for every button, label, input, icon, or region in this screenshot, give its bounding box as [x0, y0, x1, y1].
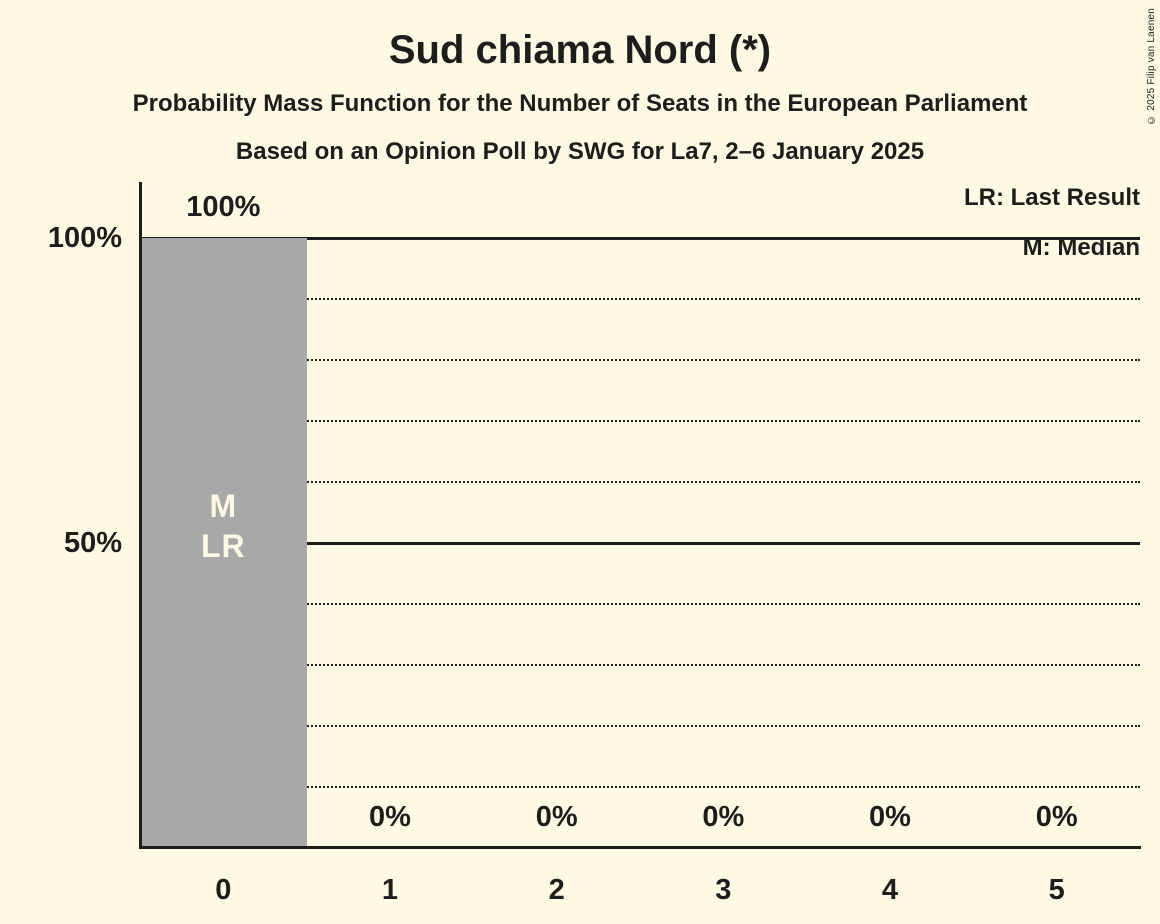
gridline-30pct: [140, 664, 1140, 666]
bar-annotation-median-lastresult: M LR: [140, 486, 307, 566]
chart-title: Sud chiama Nord (*): [388, 28, 772, 72]
value-label-seats-5: 0%: [1035, 801, 1078, 833]
value-label-seats-0: 100%: [186, 191, 261, 223]
value-label-seats-4: 0%: [869, 801, 911, 833]
bar-annotation-line-m: M: [209, 488, 238, 524]
gridline-50pct: [140, 541, 1140, 545]
x-tick-seats-2: 2: [548, 874, 565, 906]
x-tick-seats-4: 4: [881, 874, 899, 906]
gridline-60pct: [140, 481, 1140, 483]
x-axis-line: [139, 846, 1141, 849]
gridline-80pct: [140, 359, 1140, 361]
y-tick-100pct: 100%: [47, 222, 122, 254]
gridline-70pct: [140, 420, 1140, 422]
x-tick-seats-3: 3: [715, 874, 732, 906]
x-tick-seats-5: 5: [1048, 874, 1065, 906]
value-label-seats-1: 0%: [369, 801, 411, 833]
y-tick-50pct: 50%: [63, 527, 122, 559]
bar-annotation-line-lr: LR: [201, 528, 246, 564]
chart-subtitle: Probability Mass Function for the Number…: [132, 90, 1028, 117]
gridline-100pct: [140, 236, 1140, 240]
gridline-20pct: [140, 725, 1140, 727]
gridline-90pct: [140, 298, 1140, 300]
value-label-seats-3: 0%: [702, 801, 745, 833]
x-tick-seats-1: 1: [381, 874, 399, 906]
copyright-notice: © 2025 Filip van Laenen: [1146, 8, 1157, 125]
plot-area: 100% 0 0% 1 0% 2 0% 3 0% 4 0% 5 M LR: [140, 182, 1140, 906]
chart-source-line: Based on an Opinion Poll by SWG for La7,…: [235, 138, 925, 165]
x-tick-seats-0: 0: [215, 874, 232, 906]
legend-last-result: LR: Last Result: [963, 184, 1140, 211]
gridline-40pct: [140, 603, 1140, 605]
value-label-seats-2: 0%: [535, 801, 578, 833]
y-axis-line: [139, 182, 142, 849]
gridline-10pct: [140, 786, 1140, 788]
bar-seats-0: [141, 238, 307, 848]
